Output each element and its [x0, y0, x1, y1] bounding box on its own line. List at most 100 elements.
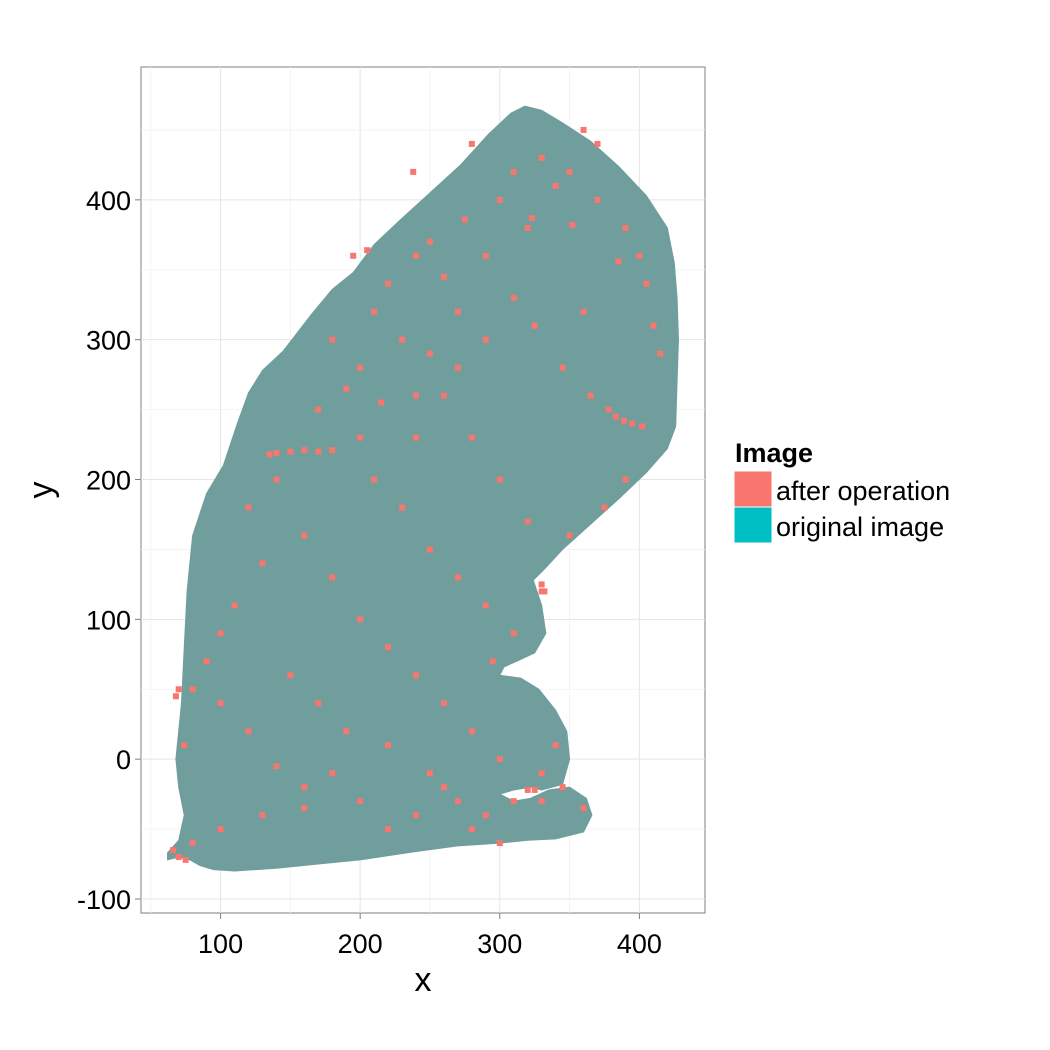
data-point-after-operation — [170, 847, 177, 854]
data-point-after-operation — [315, 700, 322, 707]
data-point-after-operation — [482, 812, 489, 819]
y-tick-label: 100 — [86, 605, 131, 635]
data-point-after-operation — [510, 798, 517, 805]
data-point-after-operation — [510, 168, 517, 175]
data-point-after-operation — [489, 658, 496, 665]
data-point-after-operation — [528, 215, 535, 222]
legend-label-original-image: original image — [776, 512, 944, 542]
data-point-after-operation — [315, 406, 322, 413]
data-point-after-operation — [181, 742, 188, 749]
data-point-after-operation — [621, 417, 628, 424]
legend: Image after operation original image — [733, 438, 950, 544]
data-point-after-operation — [440, 392, 447, 399]
data-point-after-operation — [552, 742, 559, 749]
legend-title: Image — [735, 438, 813, 468]
x-axis: 100 200 300 400 — [198, 913, 662, 959]
data-point-after-operation — [385, 826, 392, 833]
series-region-original-image — [167, 105, 679, 872]
y-axis: -100 0 100 200 300 400 — [77, 186, 141, 915]
data-point-after-operation — [524, 518, 531, 525]
data-point-after-operation — [329, 336, 336, 343]
data-point-after-operation — [399, 504, 406, 511]
data-point-after-operation — [426, 350, 433, 357]
data-point-after-operation — [217, 700, 224, 707]
data-point-after-operation — [657, 350, 664, 357]
data-point-after-operation — [371, 476, 378, 483]
data-point-after-operation — [410, 168, 417, 175]
data-point-after-operation — [566, 532, 573, 539]
data-point-after-operation — [172, 693, 179, 700]
y-tick-label: 0 — [116, 745, 131, 775]
data-point-after-operation — [559, 364, 566, 371]
data-point-after-operation — [440, 784, 447, 791]
data-point-after-operation — [594, 196, 601, 203]
data-point-after-operation — [454, 574, 461, 581]
data-point-after-operation — [315, 448, 322, 455]
data-point-after-operation — [189, 840, 196, 847]
data-point-after-operation — [454, 364, 461, 371]
data-point-after-operation — [461, 216, 468, 223]
data-point-after-operation — [245, 728, 252, 735]
data-point-after-operation — [629, 420, 636, 427]
data-point-after-operation — [482, 602, 489, 609]
y-tick-label: 200 — [86, 466, 131, 496]
x-tick-label: 200 — [338, 929, 383, 959]
data-point-after-operation — [413, 392, 420, 399]
data-point-after-operation — [468, 140, 475, 147]
legend-label-after-operation: after operation — [776, 476, 950, 506]
data-point-after-operation — [357, 434, 364, 441]
x-tick-label: 400 — [617, 929, 662, 959]
data-point-after-operation — [413, 252, 420, 259]
data-point-after-operation — [301, 784, 308, 791]
data-point-after-operation — [639, 423, 646, 430]
data-point-after-operation — [245, 504, 252, 511]
data-point-after-operation — [385, 280, 392, 287]
data-point-after-operation — [524, 786, 531, 793]
data-point-after-operation — [538, 154, 545, 161]
data-point-after-operation — [524, 224, 531, 231]
data-point-after-operation — [385, 644, 392, 651]
data-point-after-operation — [371, 308, 378, 315]
data-point-after-operation — [329, 770, 336, 777]
data-point-after-operation — [559, 784, 566, 791]
data-point-after-operation — [357, 616, 364, 623]
data-point-after-operation — [482, 336, 489, 343]
data-point-after-operation — [569, 222, 576, 229]
data-point-after-operation — [343, 728, 350, 735]
data-point-after-operation — [541, 588, 548, 595]
data-point-after-operation — [510, 630, 517, 637]
data-point-after-operation — [301, 805, 308, 812]
data-point-after-operation — [329, 447, 336, 454]
data-point-after-operation — [217, 630, 224, 637]
data-point-after-operation — [468, 728, 475, 735]
data-point-after-operation — [496, 476, 503, 483]
data-point-after-operation — [440, 273, 447, 280]
y-tick-label: 400 — [86, 186, 131, 216]
y-axis-title: y — [22, 482, 60, 499]
data-point-after-operation — [496, 196, 503, 203]
data-point-after-operation — [426, 546, 433, 553]
x-tick-label: 300 — [477, 929, 522, 959]
data-point-after-operation — [612, 413, 619, 420]
data-point-after-operation — [454, 308, 461, 315]
data-point-after-operation — [287, 672, 294, 679]
data-point-after-operation — [287, 448, 294, 455]
data-point-after-operation — [468, 434, 475, 441]
data-point-after-operation — [399, 336, 406, 343]
data-point-after-operation — [231, 602, 238, 609]
data-point-after-operation — [385, 742, 392, 749]
data-point-after-operation — [357, 798, 364, 805]
data-point-after-operation — [350, 252, 357, 259]
data-point-after-operation — [413, 672, 420, 679]
data-point-after-operation — [636, 252, 643, 259]
data-point-after-operation — [622, 476, 629, 483]
data-point-after-operation — [364, 247, 371, 254]
data-point-after-operation — [329, 574, 336, 581]
data-point-after-operation — [426, 770, 433, 777]
data-point-after-operation — [538, 770, 545, 777]
legend-key-after-operation — [733, 470, 773, 508]
data-point-after-operation — [566, 168, 573, 175]
data-point-after-operation — [273, 763, 280, 770]
series-layer — [167, 105, 679, 872]
